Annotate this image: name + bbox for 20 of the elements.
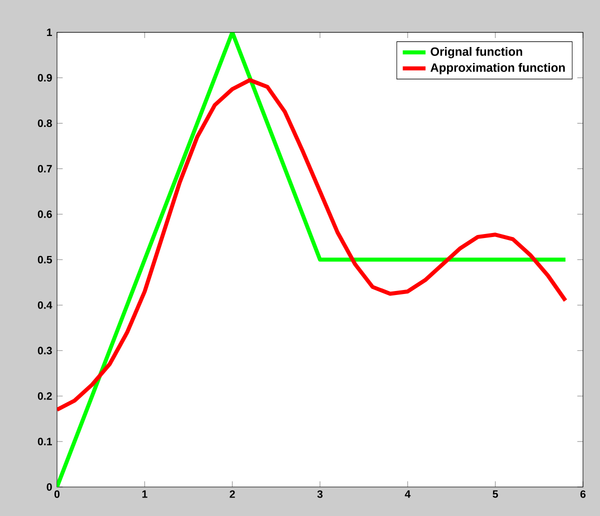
y-tick-label: 0.5	[38, 256, 52, 264]
x-tick-label: 0	[54, 490, 60, 498]
y-tick-label: 0.7	[38, 164, 52, 172]
y-tick-label: 0.2	[38, 392, 52, 400]
x-tick-label: 6	[580, 490, 586, 498]
y-tick-label: 0.3	[38, 346, 52, 354]
y-tick-label: 0.6	[38, 210, 52, 218]
legend-label: Approximation function	[430, 63, 565, 74]
y-tick-label: 0.1	[38, 438, 52, 446]
x-tick-label: 3	[317, 490, 323, 498]
y-tick-label: 0.4	[38, 301, 52, 309]
y-tick-label: 0.9	[38, 74, 52, 82]
y-tick-label: 1	[47, 28, 52, 36]
x-tick-label: 4	[404, 490, 411, 498]
y-tick-label: 0.8	[38, 119, 52, 128]
x-tick-label: 2	[230, 490, 235, 498]
x-tick-label: 1	[142, 490, 148, 498]
legend-label: Orignal function	[430, 47, 522, 58]
y-tick-label: 0	[46, 483, 52, 491]
x-tick-label: 5	[492, 490, 498, 498]
